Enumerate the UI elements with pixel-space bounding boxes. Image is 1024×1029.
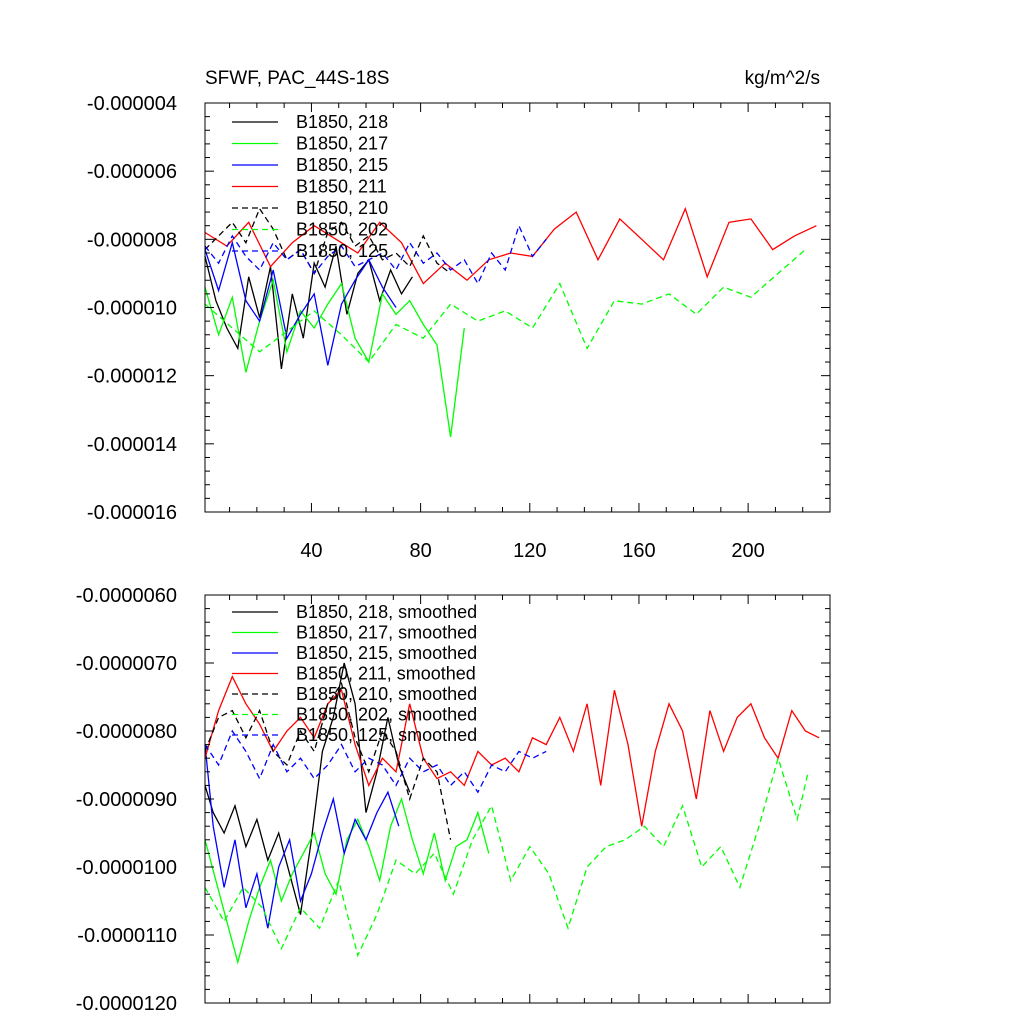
legend-label: B1850, 218, smoothed (296, 602, 477, 622)
x-tick-label: 80 (409, 540, 431, 562)
bottom-series-group (204, 662, 820, 965)
y-tick-label: -0.000016 (87, 502, 177, 524)
y-tick-label: -0.000014 (87, 434, 177, 456)
y-tick-label: -0.0000090 (76, 789, 177, 811)
top-units-label: kg/m^2/s (745, 68, 820, 89)
series-line-top-2 (204, 240, 397, 366)
y-tick-label: -0.000010 (87, 298, 177, 320)
bottom-axes: -0.0000120 -0.0000110 -0.0000100 -0.0000090… (76, 585, 831, 1015)
series-line-bottom-3 (204, 675, 820, 827)
series-line-bottom-0 (204, 662, 411, 915)
top-panel: SFWF, PAC_44S-18S kg/m^2/s -0.000016-0.0… (87, 68, 831, 562)
y-tick-label: -0.0000060 (76, 585, 177, 607)
legend-label: B1850, 218 (296, 112, 388, 132)
y-tick-label: -0.0000120 (76, 993, 177, 1015)
y-tick-label: -0.000012 (87, 366, 177, 388)
top-title: SFWF, PAC_44S-18S (205, 68, 389, 89)
series-line-bottom-4 (204, 681, 452, 840)
legend-label: B1850, 215, smoothed (296, 643, 477, 663)
y-tick-label: -0.0000070 (76, 653, 177, 675)
legend-label: B1850, 211, smoothed (296, 664, 476, 684)
series-line-bottom-1 (204, 796, 490, 965)
bottom-panel: -0.0000120 -0.0000110 -0.0000100 -0.0000090… (76, 585, 831, 1015)
series-line-bottom-5 (204, 755, 809, 958)
legend-label: B1850, 211 (296, 177, 387, 197)
legend-label: B1850, 217, smoothed (296, 623, 477, 643)
x-tick-label: 40 (300, 540, 322, 562)
series-line-top-5 (204, 249, 806, 363)
y-tick-label: -0.000004 (87, 93, 177, 115)
legend-label: B1850, 210, smoothed (296, 684, 477, 704)
x-tick-label: 160 (622, 540, 655, 562)
series-line-top-1 (204, 277, 465, 438)
y-tick-label: -0.0000080 (76, 721, 177, 743)
series-line-bottom-6 (204, 729, 547, 794)
legend-label: B1850, 210 (296, 198, 388, 218)
y-tick-label: -0.000008 (87, 229, 177, 251)
y-tick-label: -0.000006 (87, 161, 177, 183)
legend-label: B1850, 202 (296, 220, 388, 240)
series-line-top-4 (204, 207, 451, 275)
x-tick-label: 200 (731, 540, 764, 562)
legend-label: B1850, 215 (296, 155, 388, 175)
top-series-group (204, 206, 817, 438)
y-tick-label: -0.0000100 (76, 857, 177, 879)
legend-label: B1850, 217 (296, 134, 388, 154)
series-line-bottom-2 (204, 744, 400, 929)
x-tick-label: 120 (513, 540, 546, 562)
y-tick-label: -0.0000110 (77, 925, 177, 947)
legend-label: B1850, 125, smoothed (296, 725, 477, 745)
series-line-top-6 (204, 223, 547, 286)
legend-label: B1850, 202, smoothed (296, 705, 477, 725)
top-axes: -0.000016 -0.000014 -0.000012 -0.000010 -0.0… (87, 93, 831, 562)
legend-label: B1850, 125 (296, 241, 388, 261)
